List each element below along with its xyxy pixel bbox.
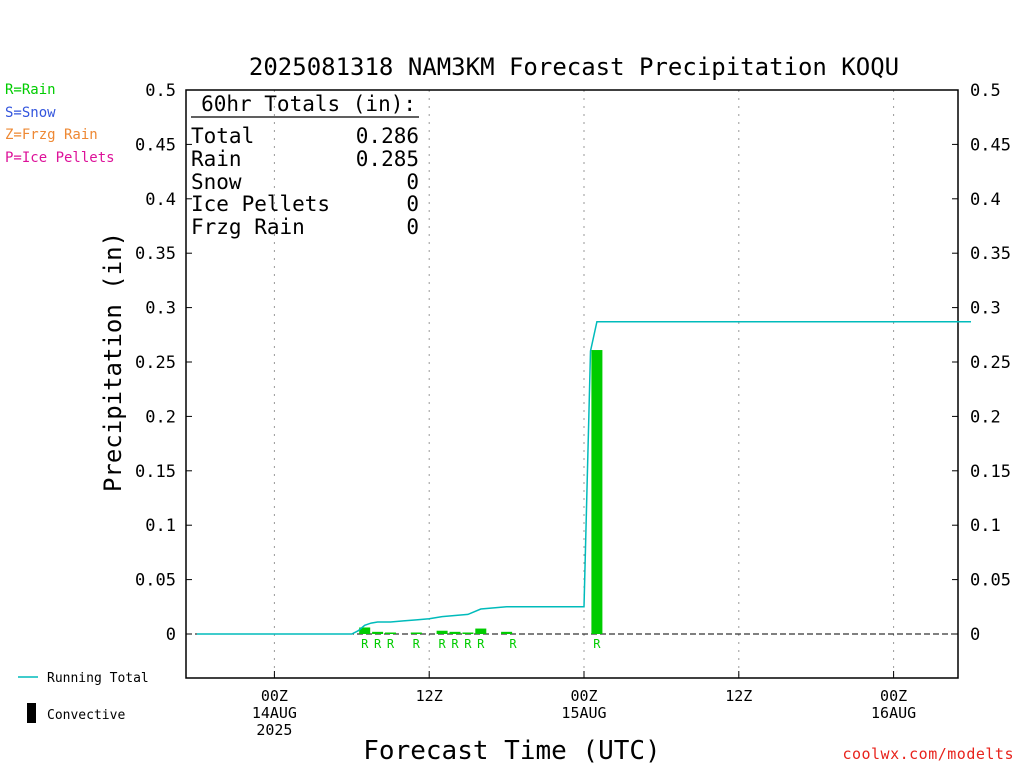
precip-bar bbox=[410, 632, 422, 634]
y-tick-label-left: 0.05 bbox=[135, 571, 176, 591]
y-tick-label-right: 0.35 bbox=[970, 244, 1011, 264]
ptype-marker: R bbox=[413, 637, 421, 651]
y-tick-label-right: 0.45 bbox=[970, 135, 1011, 155]
ptype-marker: R bbox=[509, 637, 517, 651]
y-tick-label-right: 0.1 bbox=[970, 516, 1001, 536]
x-tick-label: 2025 bbox=[256, 721, 292, 739]
y-axis-label: Precipitation (in) bbox=[99, 232, 127, 492]
totals-ice-pellets-label: Ice Pellets bbox=[191, 192, 330, 216]
running-total-line bbox=[197, 320, 971, 635]
chart-title: 2025081318 NAM3KM Forecast Precipitation… bbox=[249, 53, 899, 81]
precip-bar bbox=[449, 631, 461, 634]
totals-frzg-rain-value: 0 bbox=[406, 215, 419, 239]
ptype-marker: R bbox=[464, 637, 472, 651]
precip-bar bbox=[462, 632, 474, 634]
plot-frame bbox=[185, 89, 959, 679]
ptype-marker: R bbox=[387, 637, 395, 651]
x-tick-label: 00Z bbox=[570, 687, 597, 705]
y-tick-label-left: 0.5 bbox=[145, 81, 176, 101]
y-tick-label-right: 0.5 bbox=[970, 81, 1001, 101]
ptype-marker: R bbox=[374, 637, 382, 651]
y-axis: 0 00.05 0.050.1 0.10.15 0.150.2 0.20.25 0.250.… bbox=[135, 81, 1011, 645]
ptype-marker: R bbox=[477, 637, 485, 651]
x-tick-label: 16AUG bbox=[871, 704, 916, 722]
legend-rain: R=Rain bbox=[5, 82, 56, 98]
precip-bar bbox=[475, 628, 487, 634]
totals-rain-value: 0.285 bbox=[356, 147, 419, 171]
x-tick-label: 14AUG bbox=[252, 704, 297, 722]
precip-bar bbox=[359, 627, 371, 634]
legend-snow: S=Snow bbox=[5, 105, 56, 121]
y-tick-label-right: 0.4 bbox=[970, 190, 1001, 210]
x-tick-label: 00Z bbox=[880, 687, 907, 705]
totals-rain-label: Rain bbox=[191, 147, 242, 171]
convective-legend-label: Convective bbox=[47, 708, 125, 723]
precip-bar bbox=[436, 630, 448, 634]
y-tick-label-left: 0.3 bbox=[145, 299, 176, 319]
y-tick-label-right: 0.2 bbox=[970, 407, 1001, 427]
running-total-legend-label: Running Total bbox=[47, 671, 149, 686]
y-tick-label-left: 0.2 bbox=[145, 407, 176, 427]
site-watermark: coolwx.com/modelts bbox=[842, 745, 1014, 763]
y-tick-label-left: 0 bbox=[166, 625, 176, 645]
x-tick-label: 15AUG bbox=[561, 704, 606, 722]
totals-snow-label: Snow bbox=[191, 170, 242, 194]
totals-box: 60hr Totals (in): Total 0.286 Rain 0.285… bbox=[191, 92, 419, 239]
y-tick-label-right: 0.3 bbox=[970, 299, 1001, 319]
ptype-marker: R bbox=[593, 637, 601, 651]
y-tick-label-right: 0.15 bbox=[970, 462, 1011, 482]
precip-bar bbox=[385, 632, 396, 634]
y-tick-label-right: 0.25 bbox=[970, 353, 1011, 373]
totals-header: 60hr Totals (in): bbox=[201, 92, 416, 116]
totals-ice-pellets-value: 0 bbox=[406, 192, 419, 216]
x-axis-label: Forecast Time (UTC) bbox=[363, 736, 660, 766]
x-tick-label: 12Z bbox=[416, 687, 443, 705]
y-tick-label-left: 0.15 bbox=[135, 462, 176, 482]
precip-bar bbox=[501, 631, 513, 634]
y-tick-label-left: 0.25 bbox=[135, 353, 176, 373]
totals-frzg-rain-label: Frzg Rain bbox=[191, 215, 305, 239]
legend-freezing-rain: Z=Frzg Rain bbox=[5, 127, 98, 143]
convective-legend-swatch bbox=[27, 703, 36, 723]
y-tick-label-right: 0.05 bbox=[970, 571, 1011, 591]
precip-bars bbox=[359, 350, 603, 634]
totals-snow-value: 0 bbox=[406, 170, 419, 194]
ptype-marker: R bbox=[451, 637, 459, 651]
totals-total-label: Total bbox=[191, 124, 254, 148]
ptype-marker: R bbox=[361, 637, 369, 651]
y-tick-label-left: 0.4 bbox=[145, 190, 176, 210]
x-tick-label: 12Z bbox=[725, 687, 752, 705]
precip-bar bbox=[591, 350, 603, 634]
y-tick-label-left: 0.45 bbox=[135, 135, 176, 155]
ptype-marker: R bbox=[438, 637, 446, 651]
legend-ice-pellets: P=Ice Pellets bbox=[5, 150, 115, 166]
precip-bar bbox=[372, 631, 384, 634]
running-total-series bbox=[197, 320, 971, 635]
totals-total-value: 0.286 bbox=[356, 124, 419, 148]
y-tick-label-right: 0 bbox=[970, 625, 980, 645]
y-tick-label-left: 0.1 bbox=[145, 516, 176, 536]
y-tick-label-left: 0.35 bbox=[135, 244, 176, 264]
x-tick-label: 00Z bbox=[261, 687, 288, 705]
